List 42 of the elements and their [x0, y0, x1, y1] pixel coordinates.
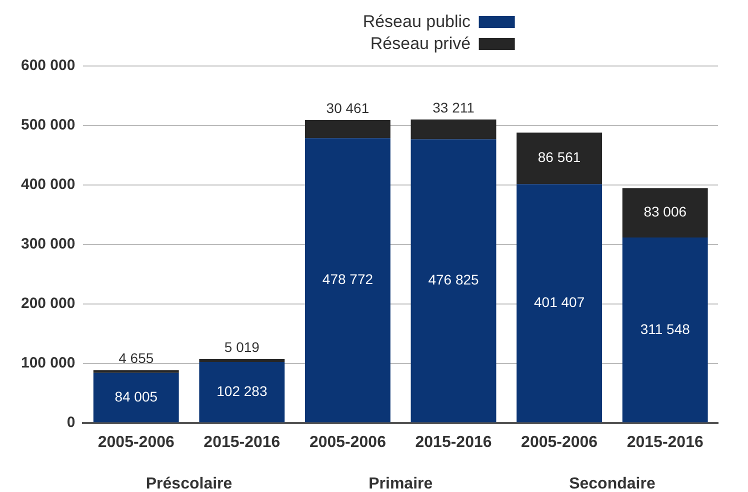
- legend-label: Réseau privé: [370, 34, 471, 54]
- data-label: 33 211: [432, 99, 475, 116]
- y-tick-label: 400 000: [20, 176, 76, 194]
- bar: [199, 358, 285, 362]
- x-tick-label: 2005-2006: [521, 434, 598, 451]
- data-label: 84 005: [114, 388, 158, 404]
- x-tick-label: 2005-2006: [98, 434, 174, 451]
- bar: [93, 372, 179, 422]
- bar: [410, 139, 496, 422]
- y-tick-label: 300 000: [20, 236, 76, 253]
- y-tick-label: 0: [66, 414, 76, 431]
- data-label: 30 461: [326, 100, 370, 116]
- bar: [93, 370, 179, 373]
- y-tick-label: 100 000: [20, 354, 76, 372]
- data-label: 478 772: [322, 271, 374, 288]
- x-tick-label: 2015-2016: [626, 434, 704, 451]
- data-label: 4 655: [118, 350, 154, 366]
- data-label: 311 548: [640, 320, 690, 337]
- bar: [304, 120, 390, 138]
- bar: [622, 238, 708, 422]
- bar: [622, 188, 708, 238]
- y-tick-label: 600 000: [20, 57, 76, 74]
- data-label: 86 561: [538, 149, 581, 166]
- data-label: 83 006: [644, 204, 687, 220]
- text: Secondaire: [569, 475, 656, 492]
- legend-label: Réseau public: [362, 12, 471, 32]
- y-tick-label: 500 000: [20, 116, 76, 134]
- bar: [199, 362, 285, 422]
- text: Primaire: [368, 475, 433, 492]
- data-label: 401 407: [534, 294, 585, 310]
- data-label: 5 019: [224, 338, 260, 355]
- text: Préscolaire: [146, 475, 232, 492]
- x-tick-label: 2005-2006: [309, 434, 386, 451]
- data-label: 476 825: [428, 272, 480, 288]
- y-tick-label: 200 000: [20, 295, 76, 312]
- bar: [304, 138, 390, 422]
- bar: [516, 132, 602, 184]
- x-tick-label: 2015-2016: [204, 434, 280, 451]
- bar: [410, 120, 496, 140]
- data-label: 102 283: [216, 382, 268, 399]
- bar: [516, 184, 602, 422]
- x-tick-label: 2015-2016: [415, 434, 492, 451]
